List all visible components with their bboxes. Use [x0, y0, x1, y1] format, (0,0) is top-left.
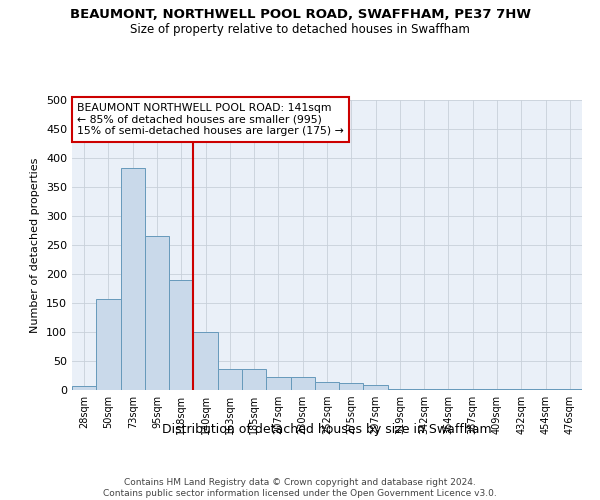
Bar	[169, 280, 193, 390]
Bar	[72, 386, 96, 390]
Bar	[193, 332, 218, 390]
Bar	[364, 386, 388, 390]
Bar	[96, 299, 121, 390]
Text: Distribution of detached houses by size in Swaffham: Distribution of detached houses by size …	[162, 422, 492, 436]
Bar	[266, 377, 290, 390]
Bar	[290, 377, 315, 390]
Text: BEAUMONT, NORTHWELL POOL ROAD, SWAFFHAM, PE37 7HW: BEAUMONT, NORTHWELL POOL ROAD, SWAFFHAM,…	[70, 8, 530, 20]
Text: Size of property relative to detached houses in Swaffham: Size of property relative to detached ho…	[130, 22, 470, 36]
Bar	[315, 382, 339, 390]
Bar	[145, 236, 169, 390]
Bar	[339, 383, 364, 390]
Bar	[218, 368, 242, 390]
Bar	[242, 368, 266, 390]
Y-axis label: Number of detached properties: Number of detached properties	[31, 158, 40, 332]
Text: BEAUMONT NORTHWELL POOL ROAD: 141sqm
← 85% of detached houses are smaller (995)
: BEAUMONT NORTHWELL POOL ROAD: 141sqm ← 8…	[77, 103, 344, 136]
Bar	[121, 168, 145, 390]
Text: Contains HM Land Registry data © Crown copyright and database right 2024.
Contai: Contains HM Land Registry data © Crown c…	[103, 478, 497, 498]
